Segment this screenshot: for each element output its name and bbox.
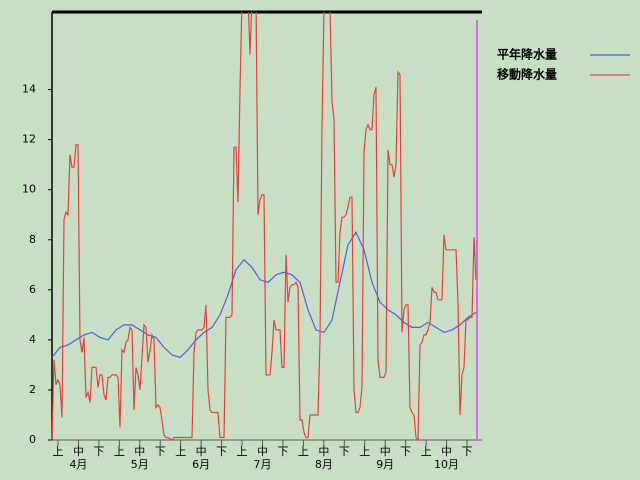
- series-line: [51, 12, 477, 442]
- month-label: 4月: [69, 458, 87, 471]
- x-tick-label: 上: [359, 445, 370, 458]
- x-tick-label: 中: [257, 445, 268, 458]
- month-label: 7月: [254, 458, 272, 471]
- x-tick-label: 中: [441, 445, 452, 458]
- x-tick-label: 下: [277, 445, 288, 458]
- y-tick-label: 2: [29, 383, 36, 396]
- x-tick-label: 上: [298, 445, 309, 458]
- x-tick-label: 中: [318, 445, 329, 458]
- x-tick-label: 下: [400, 445, 411, 458]
- x-tick-label: 中: [73, 445, 84, 458]
- legend-label: 移動降水量: [497, 67, 557, 82]
- legend-label: 平年降水量: [497, 47, 557, 62]
- y-tick-label: 6: [29, 283, 36, 296]
- y-tick-label: 0: [29, 433, 36, 446]
- y-tick-label: 10: [22, 183, 36, 196]
- x-tick-label: 下: [339, 445, 350, 458]
- x-tick-label: 下: [155, 445, 166, 458]
- month-label: 5月: [131, 458, 149, 471]
- x-tick-label: 上: [114, 445, 125, 458]
- x-tick-label: 上: [175, 445, 186, 458]
- y-tick-label: 12: [22, 133, 36, 146]
- x-tick-label: 上: [237, 445, 248, 458]
- month-label: 10月: [434, 458, 459, 471]
- x-tick-label: 上: [53, 445, 64, 458]
- x-tick-label: 中: [380, 445, 391, 458]
- x-tick-label: 下: [462, 445, 473, 458]
- month-label: 6月: [192, 458, 210, 471]
- month-label: 8月: [315, 458, 333, 471]
- y-tick-label: 14: [22, 83, 36, 96]
- x-tick-label: 下: [216, 445, 227, 458]
- x-tick-label: 中: [196, 445, 207, 458]
- y-tick-label: 8: [29, 233, 36, 246]
- plot-area: [51, 12, 477, 442]
- series-line: [51, 231, 477, 359]
- x-tick-label: 中: [134, 445, 145, 458]
- y-tick-label: 4: [29, 333, 36, 346]
- month-label: 9月: [376, 458, 394, 471]
- x-tick-label: 下: [93, 445, 104, 458]
- x-tick-label: 上: [421, 445, 432, 458]
